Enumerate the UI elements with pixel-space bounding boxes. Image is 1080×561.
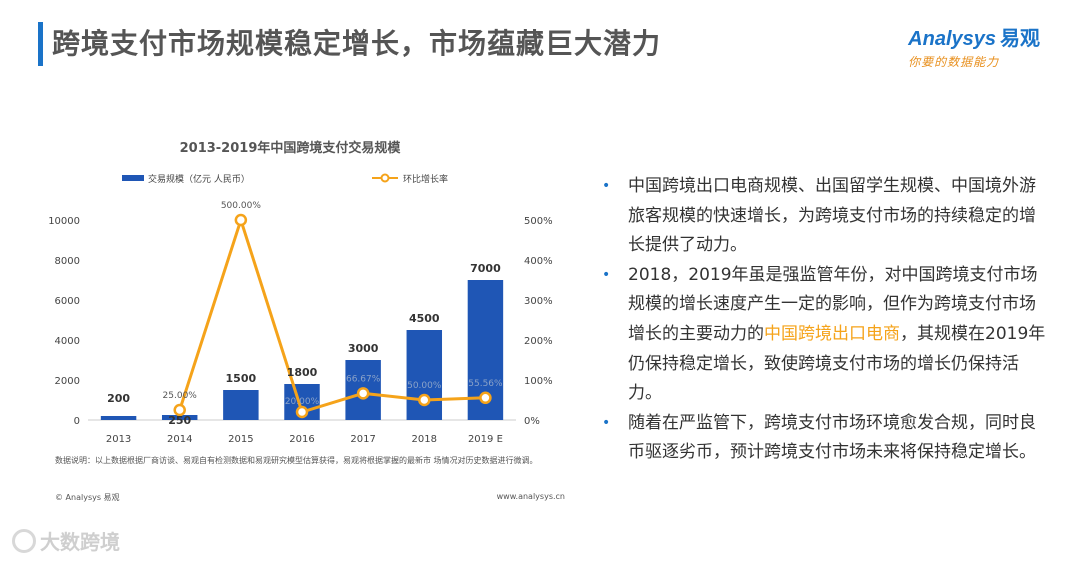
bar-value-label: 7000 <box>470 262 501 275</box>
legend-line-marker <box>380 173 390 183</box>
y-left-tick-label: 2000 <box>55 376 80 387</box>
line-point <box>479 391 492 405</box>
line-value-label: 500.00% <box>221 201 261 211</box>
logo-wordmark: Analysys 易观 <box>908 28 1040 50</box>
bar-value-label: 250 <box>168 414 191 427</box>
line-value-label: 55.56% <box>468 379 503 389</box>
x-tick-label: 2015 <box>228 434 253 445</box>
legend-bar-swatch <box>122 175 144 181</box>
bullet-list: • 中国跨境出口电商规模、出国留学生规模、中国境外游旅客规模的快速增长，为跨境支付… <box>602 172 1050 468</box>
bullet-highlight: 中国跨境出口电商 <box>764 323 900 344</box>
y-left-tick-label: 10000 <box>48 216 80 227</box>
bar-value-label: 3000 <box>348 342 379 355</box>
x-tick-label: 2018 <box>412 434 437 445</box>
chart-site-url: www.analysys.cn <box>496 492 565 501</box>
bar <box>161 415 198 420</box>
x-tick-label: 2014 <box>167 434 192 445</box>
line-value-label: 66.67% <box>346 374 381 384</box>
y-left-tick-label: 6000 <box>55 296 80 307</box>
line-point <box>173 403 186 417</box>
y-right-tick-label: 100% <box>524 376 553 387</box>
line-point <box>234 213 248 227</box>
y-right-tick-label: 400% <box>524 256 553 267</box>
bar <box>406 330 443 420</box>
line-point <box>356 387 370 400</box>
chart-note: 数据说明：以上数据根据厂商访谈、易观自有检测数据和易观研究模型估算获得，易观将根… <box>55 456 538 465</box>
y-right-tick-label: 500% <box>524 216 553 227</box>
chart-title: 2013-2019年中国跨境支付交易规模 <box>180 140 402 156</box>
line-point <box>418 393 431 407</box>
line-value-label: 50.00% <box>407 381 442 391</box>
bullet-text: ，其规模在2019年仍保持稳定增长，致使跨境支付市场的增长仍保持活力。 <box>628 323 1046 404</box>
bullet-marker: • <box>602 178 611 194</box>
analysys-logo: Analysys 易观 你要的数据能力 <box>908 22 1040 70</box>
bullet-item: • 随着在严监管下，跨境支付市场环境愈发合规，同时良币驱逐劣币，预计跨境支付市场未… <box>602 409 1050 468</box>
bar <box>100 416 137 420</box>
x-tick-label: 2016 <box>289 434 314 445</box>
legend-bar-label: 交易规模（亿元 人民币） <box>148 173 250 185</box>
y-right-tick-label: 0% <box>524 416 540 427</box>
logo-slogan: 你要的数据能力 <box>908 55 1000 69</box>
line-value-label: 20.00% <box>285 397 320 407</box>
bar-value-label: 1800 <box>287 366 318 379</box>
bar-value-label: 4500 <box>409 312 440 325</box>
x-tick-label: 2013 <box>106 434 131 445</box>
line-value-label: 25.00% <box>163 391 198 401</box>
chart-copyright: © Analysys 易观 <box>55 493 120 502</box>
line-point <box>295 405 309 419</box>
y-left-tick-label: 4000 <box>55 336 80 347</box>
bullet-item: • 中国跨境出口电商规模、出国留学生规模、中国境外游旅客规模的快速增长，为跨境支付… <box>602 172 1050 261</box>
growth-rate-line <box>178 215 486 414</box>
page-title: 跨境支付市场规模稳定增长，市场蕴藏巨大潜力 <box>52 27 662 60</box>
watermark: 大数跨境 <box>12 526 120 555</box>
bullet-marker: • <box>602 266 611 283</box>
bullet-text: 2018，2019年虽是强监管年份，对中国跨境支付市场规模的增长速度产生一定的影… <box>628 264 1038 344</box>
bullet-text: 中国跨境出口电商规模、出国留学生规模、中国境外游旅客规模的快速增长，为跨境支付市… <box>628 176 1036 256</box>
x-tick-label: 2019 E <box>468 434 503 445</box>
bullet-item: • 2018，2019年虽是强监管年份，对中国跨境支付市场规模的增长速度产生一定的… <box>602 261 1050 409</box>
x-tick-label: 2017 <box>350 434 375 445</box>
y-left-tick-label: 8000 <box>55 256 80 267</box>
bar <box>223 390 259 420</box>
title-accent-bar <box>38 22 43 66</box>
bullet-marker: • <box>602 414 611 431</box>
watermark-logo-icon <box>12 529 36 553</box>
chart-container: 2013-2019年中国跨境支付交易规模交易规模（亿元 人民币） 环比增长率 0 20… <box>40 120 580 510</box>
y-right-tick-label: 200% <box>524 336 553 347</box>
y-left-tick-label: 0 <box>74 416 80 427</box>
y-right-tick-label: 300% <box>524 296 553 307</box>
bullet-text: 随着在严监管下，跨境支付市场环境愈发合规，同时良币驱逐劣币，预计跨境支付市场未来… <box>628 412 1036 463</box>
legend-line-label: 环比增长率 <box>403 173 448 185</box>
bar-value-label: 200 <box>107 392 130 405</box>
bar-value-label: 1500 <box>226 372 257 385</box>
